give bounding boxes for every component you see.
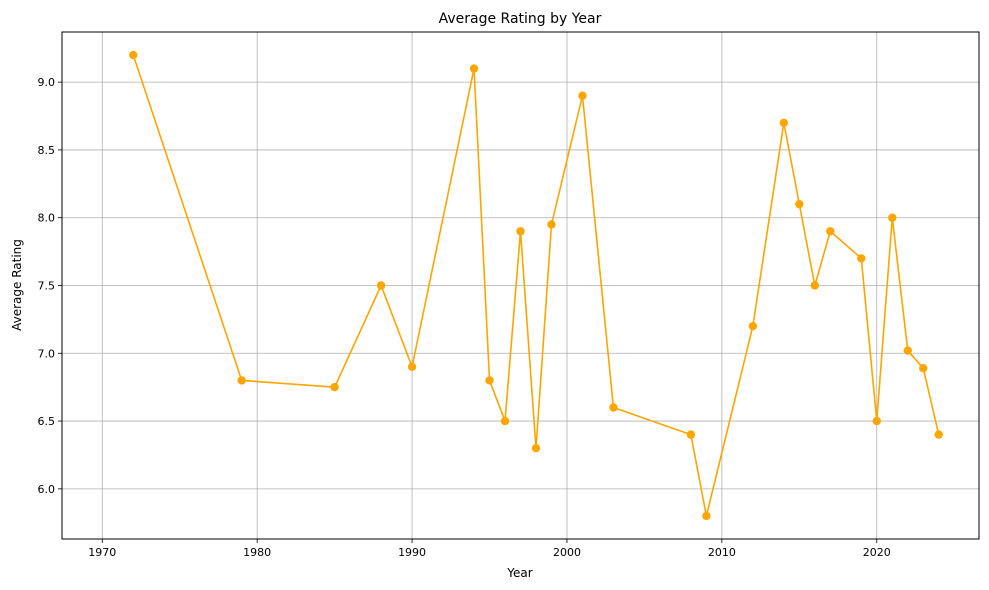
data-point xyxy=(903,346,912,355)
data-point xyxy=(485,376,494,385)
data-point xyxy=(531,443,541,453)
x-tick-label: 2010 xyxy=(708,546,736,559)
data-point xyxy=(779,118,789,128)
x-tick-label: 2000 xyxy=(553,546,581,559)
data-point xyxy=(826,227,835,236)
data-point xyxy=(748,321,758,331)
data-point xyxy=(872,416,881,426)
x-axis-label: Year xyxy=(506,566,532,580)
x-tick-label: 1980 xyxy=(243,546,271,559)
data-point xyxy=(795,199,804,209)
series-line xyxy=(132,54,940,517)
y-tick-label: 9.0 xyxy=(38,76,56,89)
data-point xyxy=(888,213,897,222)
y-tick-label: 6.5 xyxy=(38,415,56,428)
y-tick-label: 6.0 xyxy=(38,483,56,496)
chart-title: Average Rating by Year xyxy=(439,11,602,27)
data-point xyxy=(129,50,138,60)
data-point xyxy=(376,281,386,290)
x-tick-label: 1990 xyxy=(398,546,426,559)
data-point xyxy=(237,376,246,385)
data-point xyxy=(500,416,510,426)
data-point xyxy=(686,430,696,439)
y-axis-label: Average Rating xyxy=(10,239,24,331)
x-tick-label: 1970 xyxy=(88,546,116,559)
series-markers xyxy=(129,50,943,521)
x-axis-ticks: 1970 1980 1990 2000 2010 2020 xyxy=(88,539,891,559)
y-axis-ticks: 6.0 6.5 7.0 7.5 8.0 8.5 9.0 xyxy=(38,76,62,496)
data-point xyxy=(516,227,525,236)
series-line-layer xyxy=(132,54,940,517)
data-point xyxy=(934,430,943,439)
data-point xyxy=(609,403,618,412)
data-point xyxy=(578,91,587,100)
data-point xyxy=(469,64,479,73)
data-point xyxy=(407,362,417,372)
data-point xyxy=(919,363,928,373)
x-tick-label: 2020 xyxy=(863,546,891,559)
grid-lines xyxy=(62,32,979,539)
data-point xyxy=(547,220,556,229)
data-point xyxy=(702,511,711,521)
y-tick-label: 8.5 xyxy=(38,144,56,157)
data-point xyxy=(810,281,820,290)
y-tick-label: 7.5 xyxy=(38,280,56,293)
data-point xyxy=(330,382,339,392)
data-point xyxy=(857,254,866,263)
y-tick-label: 7.0 xyxy=(38,347,56,360)
y-tick-label: 8.0 xyxy=(38,212,56,225)
